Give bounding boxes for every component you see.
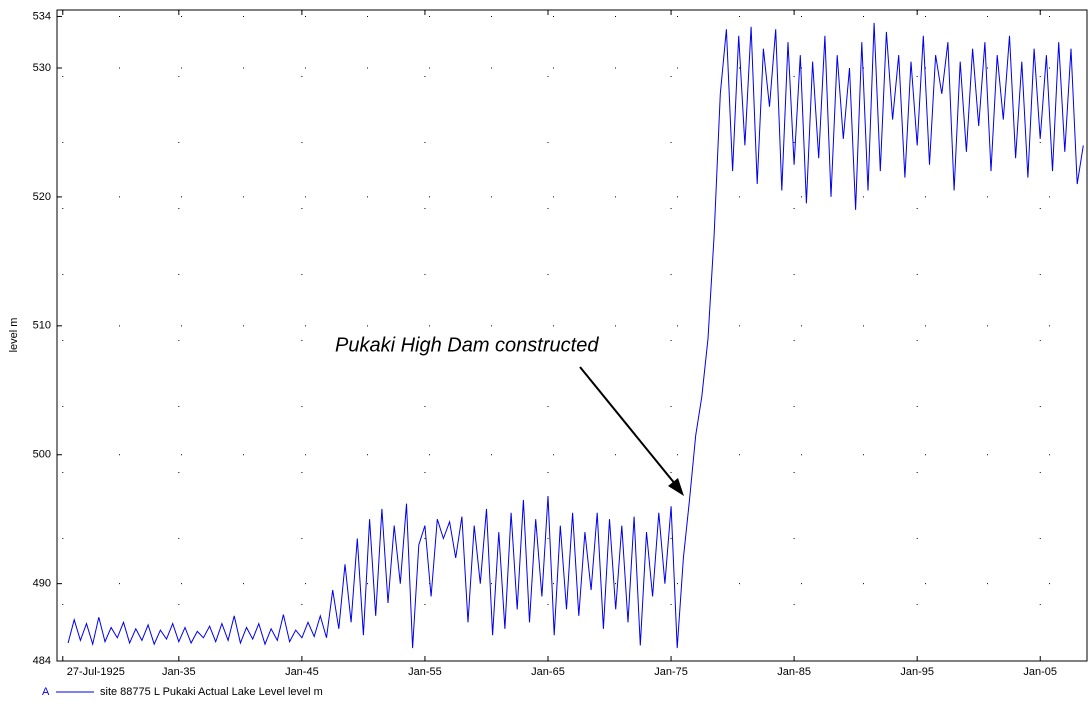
y-tick-label: 484 — [33, 655, 51, 667]
annotation-arrow — [579, 366, 681, 491]
data-line — [67, 22, 1084, 649]
y-tick-label: 534 — [33, 10, 51, 22]
legend-marker: A — [42, 686, 50, 698]
annotation: Pukaki High Dam constructed — [335, 334, 599, 356]
x-tick-label: Jan-75 — [654, 666, 688, 678]
x-tick-label: Jan-65 — [531, 666, 565, 678]
plot-frame — [56, 9, 1088, 662]
y-tick-label: 520 — [33, 191, 51, 203]
x-tick-label: Jan-05 — [1023, 666, 1057, 678]
x-tick-label: Jan-35 — [162, 666, 196, 678]
x-tick-label: Jan-55 — [408, 666, 442, 678]
x-tick-label: Jan-85 — [777, 666, 811, 678]
y-tick-label: 490 — [33, 578, 51, 590]
y-tick-label: 510 — [33, 320, 51, 332]
y-axis-label: level m — [8, 318, 20, 353]
y-tick-label: 530 — [33, 62, 51, 74]
legend-label: site 88775 L Pukaki Actual Lake Level le… — [100, 686, 323, 698]
arrow-head — [668, 478, 684, 496]
x-tick-label: 27-Jul-1925 — [67, 666, 125, 678]
x-tick-label: Jan-95 — [900, 666, 934, 678]
y-tick-label: 500 — [33, 449, 51, 461]
x-tick-label: Jan-45 — [285, 666, 319, 678]
